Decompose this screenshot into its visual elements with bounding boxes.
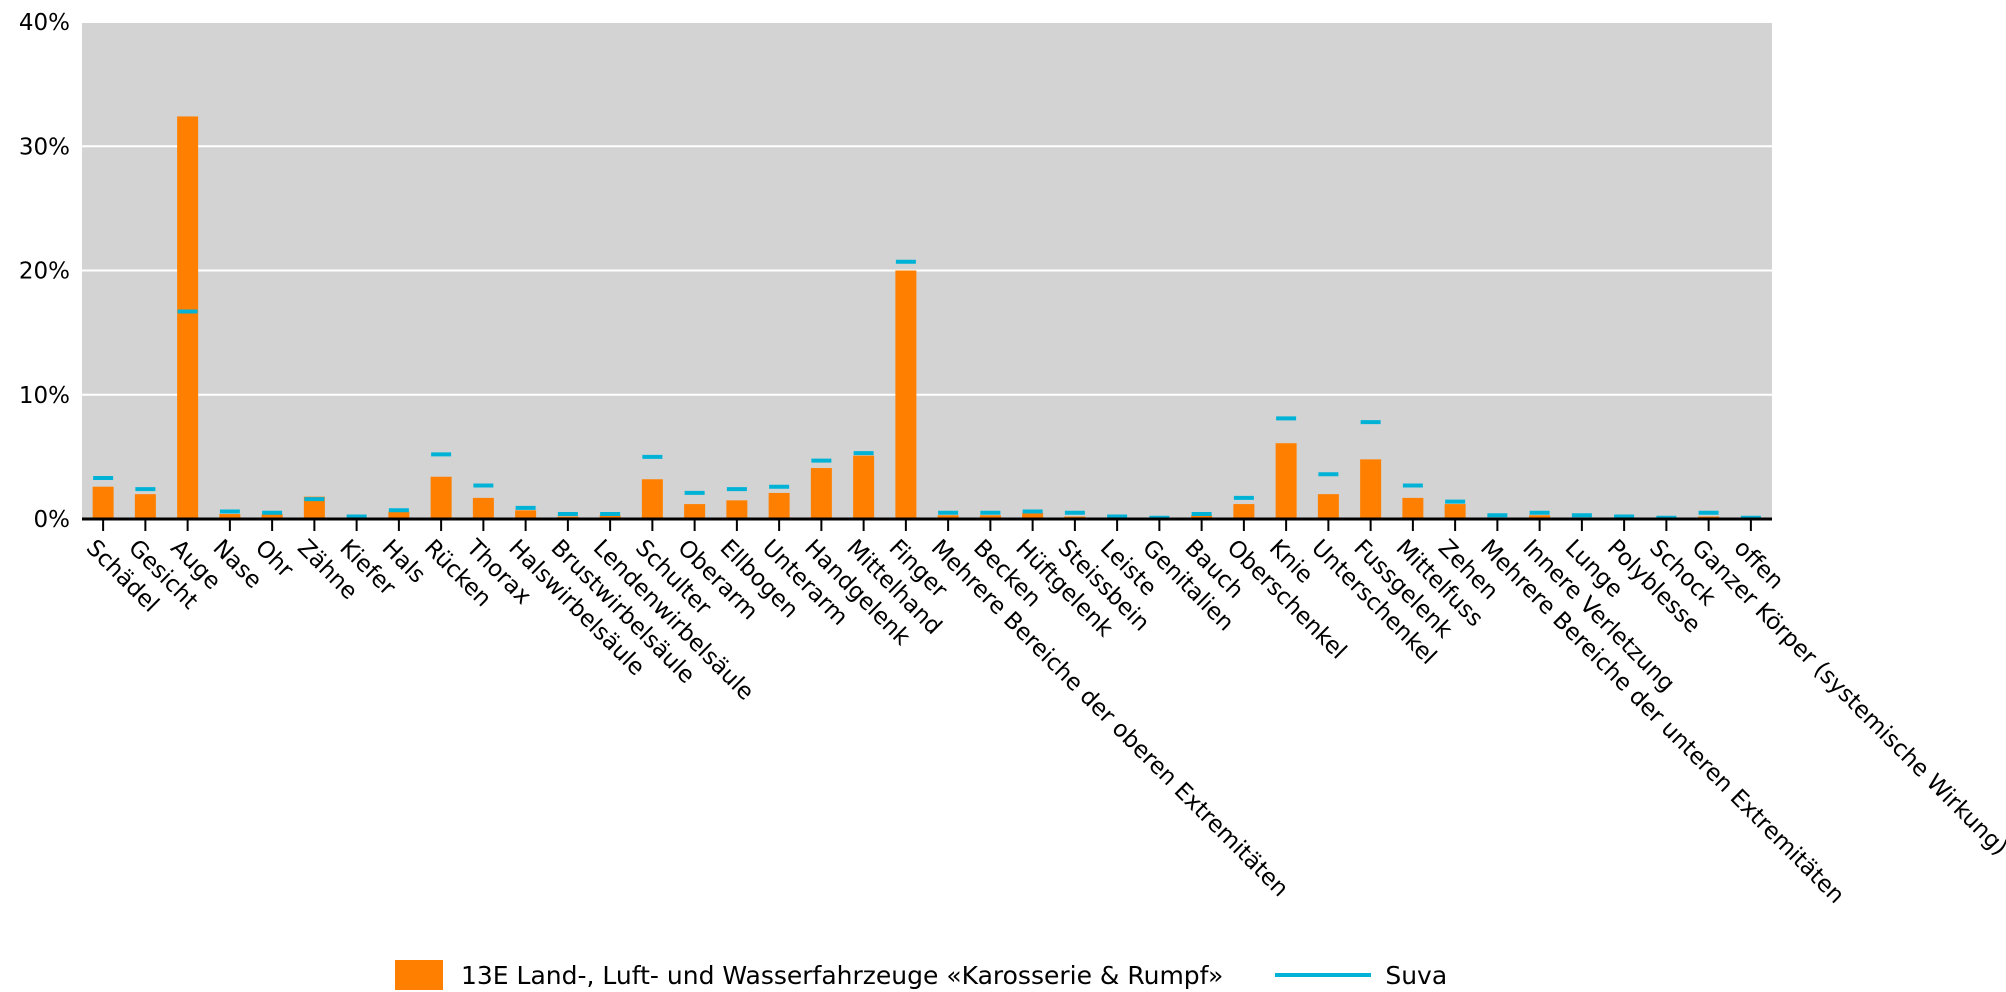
bar	[1360, 459, 1382, 519]
gridlines	[82, 21, 1772, 396]
bar	[1444, 504, 1466, 519]
bar	[388, 511, 410, 519]
legend-swatch-bars	[395, 960, 443, 990]
bar	[979, 515, 1001, 519]
legend-label-bars: 13E Land-, Luft- und Wasserfahrzeuge «Ka…	[461, 960, 1224, 990]
bar	[134, 494, 156, 519]
x-axis-labels: SchädelGesichtAugeNaseOhrZähneKieferHals…	[81, 534, 2006, 909]
bar	[684, 504, 706, 519]
bar	[219, 514, 241, 519]
bar	[1022, 512, 1044, 519]
bar	[430, 476, 452, 519]
bar	[599, 515, 621, 519]
bar	[1317, 494, 1339, 519]
bar	[937, 515, 959, 519]
y-tick-label: 20%	[19, 259, 70, 285]
bar	[472, 497, 494, 519]
bar	[1402, 497, 1424, 519]
bar	[303, 496, 325, 519]
bar	[1233, 504, 1255, 519]
y-tick-label: 10%	[19, 383, 70, 409]
y-tick-label: 30%	[19, 134, 70, 160]
legend: 13E Land-, Luft- und Wasserfahrzeuge «Ka…	[395, 958, 1447, 992]
y-tick-label: 40%	[19, 10, 70, 36]
bar	[177, 116, 199, 520]
bar	[1191, 515, 1213, 519]
bar	[810, 468, 832, 519]
bar	[641, 479, 663, 519]
bar	[515, 510, 537, 519]
bar	[1529, 515, 1551, 519]
bar	[768, 492, 790, 519]
bar	[261, 514, 283, 519]
y-tick-label: 0%	[34, 507, 71, 533]
bar-series	[92, 116, 1720, 520]
bar	[895, 270, 917, 519]
legend-label-suva: Suva	[1385, 960, 1448, 990]
bar	[853, 455, 875, 519]
bar	[1275, 443, 1297, 519]
x-axis-ticks	[102, 519, 1752, 531]
legend-swatch-suva	[1275, 973, 1372, 977]
bar	[92, 486, 114, 519]
y-axis: 0% 10% 20% 30% 40%	[19, 10, 70, 533]
bar	[726, 500, 748, 519]
bar-chart: 0% 10% 20% 30% 40% SchädelGesichtAugeNaseOhr…	[19, 10, 2006, 909]
